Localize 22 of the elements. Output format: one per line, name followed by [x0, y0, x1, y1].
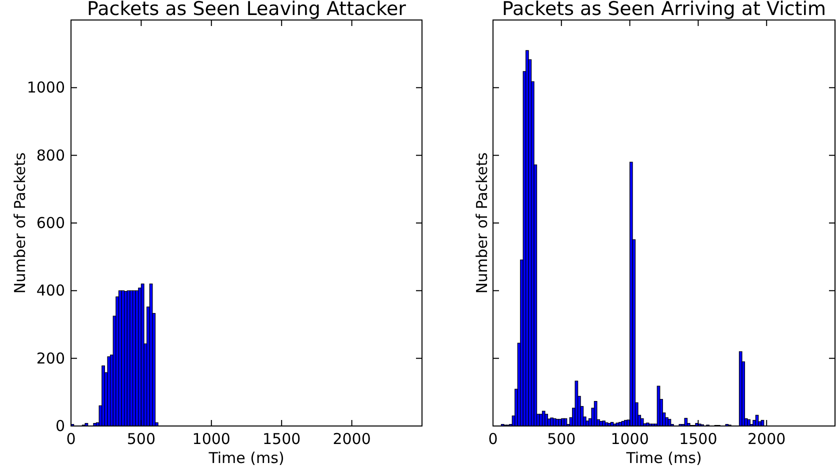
x-tick-label: 0 — [66, 430, 76, 448]
x-tick-label: 500 — [547, 430, 576, 448]
x-tick-label: 1500 — [679, 430, 718, 448]
x-axis-title: Time (ms) — [208, 449, 284, 467]
y-tick-label: 1000 — [26, 78, 65, 97]
x-tick-label: 1500 — [262, 430, 301, 448]
x-tick-label: 2000 — [748, 430, 786, 448]
x-tick-label: 2000 — [332, 430, 371, 448]
y-axis-title: Number of Packets — [473, 152, 491, 294]
chart-title: Packets as Seen Arriving at Victim — [502, 0, 826, 20]
y-tick-label: 600 — [36, 214, 65, 232]
x-tick-label: 0 — [488, 430, 498, 448]
y-tick-label: 400 — [36, 282, 65, 300]
y-tick-label: 0 — [55, 417, 65, 435]
x-axis-title: Time (ms) — [625, 449, 702, 467]
x-tick-label: 1000 — [610, 430, 649, 448]
y-tick-label: 200 — [36, 349, 65, 368]
y-axis-title: Number of Packets — [11, 152, 29, 294]
chart-title: Packets as Seen Leaving Attacker — [87, 0, 406, 20]
y-tick-label: 800 — [36, 146, 65, 164]
x-tick-label: 500 — [126, 430, 156, 448]
x-tick-label: 1000 — [192, 430, 230, 448]
